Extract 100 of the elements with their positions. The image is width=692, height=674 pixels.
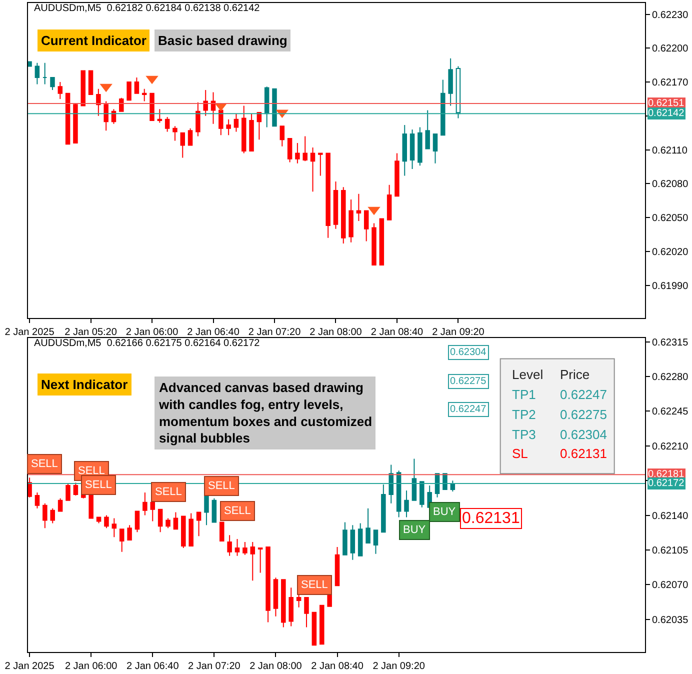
- candlestick: [364, 210, 369, 242]
- candlestick: [196, 102, 200, 137]
- candlestick: [42, 62, 48, 85]
- candlestick: [142, 492, 148, 516]
- candlestick: [394, 152, 400, 197]
- x-tick-label: 2 Jan 09:20: [372, 661, 426, 672]
- candlestick: [28, 61, 32, 67]
- candlestick: [126, 82, 132, 101]
- annotation: SELL: [31, 458, 58, 470]
- candlestick: [258, 547, 263, 574]
- y-tick-label: 0.62020: [652, 246, 689, 258]
- x-tick-label: 2 Jan 06:00: [64, 661, 118, 672]
- candlestick: [432, 134, 438, 164]
- candlestick: [381, 484, 386, 533]
- ref-line-label: 0.62172: [648, 478, 685, 489]
- candlestick: [234, 113, 239, 132]
- candlestick: [418, 126, 422, 166]
- x-tick-label: 2 Jan 08:40: [370, 327, 424, 338]
- candlestick: [134, 77, 140, 94]
- candlestick: [358, 522, 363, 556]
- y-tick-label: 0.62200: [652, 44, 689, 55]
- annotation: SELL: [224, 505, 251, 517]
- candlestick: [42, 502, 48, 529]
- annotation: SL: [512, 446, 528, 461]
- annotation: BUY: [403, 524, 426, 536]
- candlestick: [412, 458, 417, 501]
- annotation: Current Indicator: [41, 33, 146, 48]
- candlestick: [320, 604, 324, 645]
- y-tick-label: 0.61990: [652, 280, 689, 292]
- candlestick: [58, 498, 63, 512]
- ref-line-label: 0.62142: [648, 108, 685, 119]
- candlestick: [80, 70, 86, 106]
- candlestick: [150, 92, 154, 121]
- x-tick-label: 2 Jan 06:40: [126, 661, 180, 672]
- candlestick: [196, 512, 202, 537]
- candlestick: [73, 103, 78, 144]
- candlestick: [203, 89, 208, 116]
- candlestick: [342, 522, 348, 556]
- candlestick: [142, 88, 147, 102]
- candlestick: [304, 597, 309, 628]
- candlestick: [396, 470, 402, 518]
- y-tick-label: 0.62170: [652, 78, 689, 89]
- candlestick: [420, 481, 424, 508]
- candlestick: [218, 110, 224, 136]
- annotation: Advanced canvas based drawing with candles fog, entry levels, momentum boxes and customized signal bubbles: [158, 380, 372, 446]
- candlestick: [104, 100, 108, 132]
- y-tick-label: 0.62245: [652, 406, 689, 418]
- candlestick: [65, 92, 70, 145]
- annotation: 0.62275: [560, 407, 607, 422]
- x-tick-label: 2 Jan 06:00: [126, 327, 179, 338]
- candlestick: [379, 218, 384, 266]
- annotation: Basic based drawing: [158, 33, 288, 48]
- candlestick: [172, 126, 178, 142]
- candlestick: [227, 534, 232, 556]
- ref-line-label: 0.62181: [648, 469, 685, 480]
- candlestick: [440, 79, 446, 136]
- y-tick-label: 0.62315: [652, 337, 689, 348]
- candlestick: [264, 86, 270, 128]
- x-tick-label: 2 Jan 08:40: [311, 661, 364, 672]
- candlestick: [50, 77, 55, 90]
- x-tick-label: 2 Jan 08:00: [310, 327, 362, 338]
- candlestick: [219, 522, 224, 542]
- x-tick-label: 2 Jan 07:20: [248, 327, 302, 338]
- chart-title: AUDUSDm,M5 0.62182 0.62184 0.62138 0.62142: [34, 3, 260, 14]
- candlestick: [66, 483, 70, 501]
- annotation: 0.62247: [450, 404, 487, 415]
- annotation: 0.62247: [560, 387, 607, 402]
- candlestick: [448, 58, 453, 106]
- candlestick: [366, 508, 370, 544]
- candlestick: [158, 508, 163, 533]
- candlestick: [388, 464, 394, 504]
- candlestick: [348, 199, 354, 243]
- candlestick: [28, 477, 32, 498]
- candlestick: [88, 70, 94, 95]
- chart-title: AUDUSDm,M5 0.62166 0.62175 0.62164 0.62172: [34, 338, 260, 349]
- x-tick-label: 2 Jan 09:20: [432, 327, 485, 338]
- candlestick: [96, 88, 101, 116]
- candlestick: [112, 518, 117, 538]
- candlestick: [249, 113, 254, 152]
- annotation: TP2: [512, 407, 536, 422]
- candlestick: [273, 577, 278, 617]
- y-tick-label: 0.62210: [652, 441, 689, 452]
- annotation: 0.62131: [462, 510, 520, 527]
- annotation: BUY: [433, 506, 456, 518]
- annotation: SELL: [85, 479, 112, 491]
- candlestick: [288, 587, 294, 627]
- x-tick-label: 2 Jan 06:40: [187, 327, 240, 338]
- annotation: 0.62304: [450, 347, 487, 358]
- candlestick: [164, 116, 170, 132]
- candlestick: [34, 62, 40, 85]
- annotation: SELL: [301, 579, 328, 591]
- candlestick: [373, 530, 378, 554]
- annotation: TP3: [512, 427, 536, 442]
- candlestick: [58, 82, 63, 100]
- candlestick: [250, 542, 256, 582]
- candlestick: [356, 193, 362, 222]
- annotation: Next Indicator: [41, 377, 128, 392]
- candlestick: [272, 88, 277, 127]
- annotation: 0.62304: [560, 427, 607, 442]
- candlestick: [318, 152, 323, 176]
